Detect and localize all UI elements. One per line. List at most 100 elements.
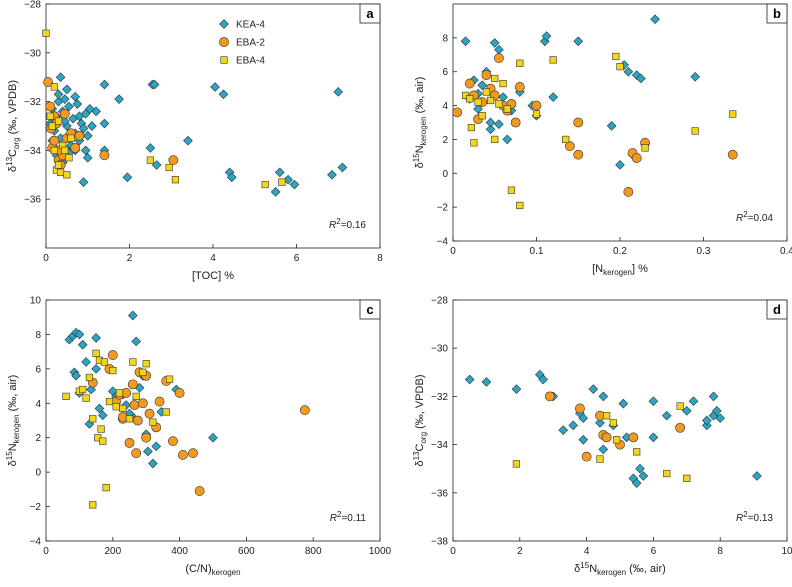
kea-4-point bbox=[210, 82, 220, 92]
eba-4-point bbox=[109, 366, 117, 375]
eba-4-point bbox=[99, 437, 107, 445]
eba-4-point bbox=[474, 98, 482, 106]
kea-4-point bbox=[635, 463, 645, 474]
plot-frame bbox=[452, 299, 788, 542]
kea-4-point bbox=[708, 391, 719, 402]
kea-4-point bbox=[283, 174, 293, 185]
x-tick-label: 8 bbox=[377, 253, 383, 264]
eba-4-point bbox=[633, 448, 641, 456]
eba-2-point bbox=[573, 117, 584, 128]
eba-2-point bbox=[43, 77, 53, 87]
panel-tag: b bbox=[773, 6, 781, 21]
legend: KEA-4 EBA-2 EBA-4 bbox=[219, 19, 265, 67]
kea-4-point bbox=[681, 406, 692, 416]
x-tick-label: 0.2 bbox=[613, 246, 627, 257]
kea-4-point bbox=[615, 159, 625, 170]
kea-4-point bbox=[91, 364, 101, 374]
kea-4-point bbox=[183, 135, 193, 146]
kea-4-point bbox=[464, 374, 475, 385]
x-axis-label: [Nkerogen] % bbox=[592, 263, 648, 277]
x-axis-label: δ15Nkerogen (‰, air) bbox=[574, 561, 666, 577]
kea-4-point bbox=[274, 167, 285, 178]
eba-2-point bbox=[531, 100, 542, 111]
series-kea bbox=[45, 72, 348, 197]
y-tick-label: −36 bbox=[24, 195, 41, 206]
eba-2-point bbox=[510, 117, 521, 128]
panel-d: 0 2 4 6 8 10 −28 −30 −32 −34 −36 −38 δ15Nkerogen (‰,… bbox=[412, 296, 792, 578]
kea-4-point bbox=[80, 145, 91, 156]
kea-4-point bbox=[91, 333, 101, 343]
x-tick-label: 400 bbox=[171, 546, 188, 557]
eba-2-point bbox=[194, 486, 205, 496]
kea-4-point bbox=[606, 121, 617, 131]
y-tick-label: −4 bbox=[437, 237, 449, 248]
eba-4-point bbox=[495, 100, 503, 108]
eba-2-point bbox=[573, 149, 584, 160]
eba-4-point bbox=[57, 168, 65, 176]
series-kea bbox=[464, 369, 762, 488]
x-tick-label: 0 bbox=[43, 253, 49, 264]
kea-4-point bbox=[588, 384, 599, 394]
eba-2-point bbox=[144, 408, 155, 419]
kea-4-point bbox=[538, 374, 549, 385]
eba-4-point bbox=[54, 117, 63, 125]
eba-4-point bbox=[478, 112, 486, 120]
y-tick-label: −2 bbox=[437, 203, 449, 214]
kea-4-point bbox=[715, 413, 726, 423]
kea-4-point bbox=[578, 434, 589, 445]
r-squared-label: R2=0.16 bbox=[329, 217, 366, 231]
eba-2-point bbox=[74, 130, 85, 141]
eba-2-point bbox=[49, 135, 60, 146]
eba-2-point bbox=[174, 388, 185, 398]
kea-4-point bbox=[481, 377, 492, 387]
eba-2-point bbox=[494, 53, 504, 64]
eba-4-point bbox=[97, 425, 105, 433]
eba-4-point bbox=[676, 402, 684, 410]
eba-4-point bbox=[61, 146, 69, 155]
eba-4-point bbox=[512, 460, 521, 468]
y-tick-label: −28 bbox=[431, 296, 448, 307]
eba-4-point bbox=[82, 394, 90, 402]
kea-4-point bbox=[650, 14, 660, 25]
kea-4-point bbox=[128, 310, 138, 321]
eba-4-point bbox=[125, 415, 134, 423]
plot-frame bbox=[452, 3, 788, 242]
y-tick-label: 4 bbox=[442, 101, 448, 112]
eba-4-point bbox=[132, 392, 140, 401]
kea-4-point bbox=[86, 384, 96, 395]
x-tick-label: 8 bbox=[717, 546, 723, 557]
eba-2-point bbox=[70, 143, 81, 153]
eba-4-point bbox=[54, 161, 63, 169]
x-tick-label: 200 bbox=[104, 546, 121, 557]
eba-2-point bbox=[464, 78, 475, 89]
kea-4-point bbox=[485, 124, 496, 135]
kea-4-point bbox=[99, 118, 110, 129]
kea-4-point bbox=[473, 104, 483, 114]
y-axis-label: δ13Corg (‰, VPDB) bbox=[5, 80, 21, 172]
kea-4-point bbox=[82, 152, 93, 163]
kea-4-point bbox=[55, 72, 66, 83]
kea-4-point bbox=[460, 36, 471, 47]
eba-4-point bbox=[65, 154, 73, 162]
kea-4-point bbox=[77, 339, 88, 350]
kea-4-point bbox=[149, 79, 160, 90]
kea-4-point bbox=[548, 92, 559, 102]
x-tick-label: 4 bbox=[210, 253, 216, 264]
eba-4-point bbox=[562, 135, 570, 144]
kea-4-point bbox=[70, 91, 81, 102]
eba-2-point bbox=[45, 101, 56, 112]
eba-4-point bbox=[105, 397, 114, 406]
eba-2-point bbox=[631, 153, 642, 163]
eba-2-point bbox=[601, 432, 612, 443]
kea-4-point bbox=[81, 357, 91, 367]
eba-2-point bbox=[59, 108, 70, 119]
series-eba4 bbox=[512, 402, 691, 482]
kea-4-point bbox=[489, 38, 500, 48]
eba-2-point bbox=[178, 450, 188, 460]
series-kea bbox=[64, 310, 218, 469]
kea-4-point bbox=[494, 119, 504, 130]
kea-4-point bbox=[218, 89, 229, 100]
kea-4-point bbox=[690, 71, 700, 82]
eba-4-point bbox=[92, 349, 100, 357]
